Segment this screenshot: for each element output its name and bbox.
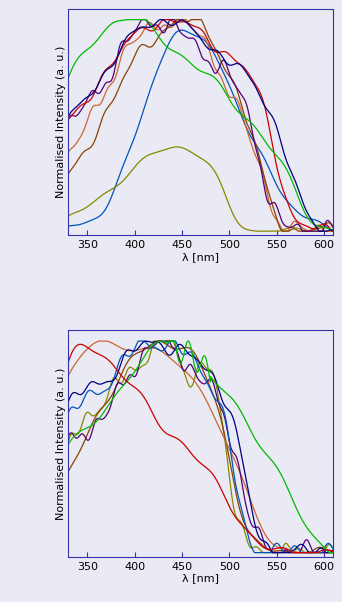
X-axis label: λ [nm]: λ [nm] (182, 573, 220, 583)
Y-axis label: Normalised Intensity (a. u.): Normalised Intensity (a. u.) (56, 367, 66, 520)
Y-axis label: Normalised Intensity (a. u.): Normalised Intensity (a. u.) (56, 46, 66, 199)
X-axis label: λ [nm]: λ [nm] (182, 252, 220, 262)
